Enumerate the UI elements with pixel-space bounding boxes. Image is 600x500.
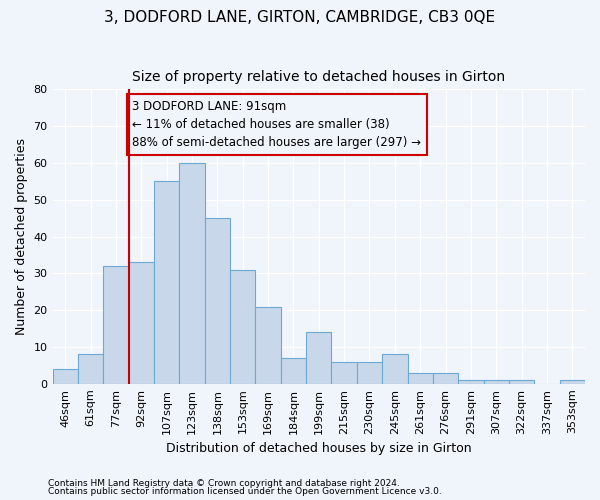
Bar xyxy=(357,362,382,384)
Bar xyxy=(128,262,154,384)
Bar xyxy=(230,270,256,384)
Text: Contains HM Land Registry data © Crown copyright and database right 2024.: Contains HM Land Registry data © Crown c… xyxy=(48,478,400,488)
Text: 3 DODFORD LANE: 91sqm
← 11% of detached houses are smaller (38)
88% of semi-deta: 3 DODFORD LANE: 91sqm ← 11% of detached … xyxy=(133,100,421,150)
Bar xyxy=(78,354,103,384)
Bar xyxy=(560,380,585,384)
Bar xyxy=(484,380,509,384)
X-axis label: Distribution of detached houses by size in Girton: Distribution of detached houses by size … xyxy=(166,442,472,455)
Bar xyxy=(256,306,281,384)
Title: Size of property relative to detached houses in Girton: Size of property relative to detached ho… xyxy=(132,70,505,84)
Bar xyxy=(53,369,78,384)
Bar xyxy=(179,163,205,384)
Bar xyxy=(458,380,484,384)
Text: 3, DODFORD LANE, GIRTON, CAMBRIDGE, CB3 0QE: 3, DODFORD LANE, GIRTON, CAMBRIDGE, CB3 … xyxy=(104,10,496,25)
Bar xyxy=(306,332,331,384)
Bar xyxy=(205,218,230,384)
Text: Contains public sector information licensed under the Open Government Licence v3: Contains public sector information licen… xyxy=(48,487,442,496)
Bar xyxy=(103,266,128,384)
Y-axis label: Number of detached properties: Number of detached properties xyxy=(15,138,28,335)
Bar xyxy=(154,182,179,384)
Bar xyxy=(433,373,458,384)
Bar xyxy=(331,362,357,384)
Bar xyxy=(509,380,534,384)
Bar xyxy=(281,358,306,384)
Bar xyxy=(407,373,433,384)
Bar xyxy=(382,354,407,384)
